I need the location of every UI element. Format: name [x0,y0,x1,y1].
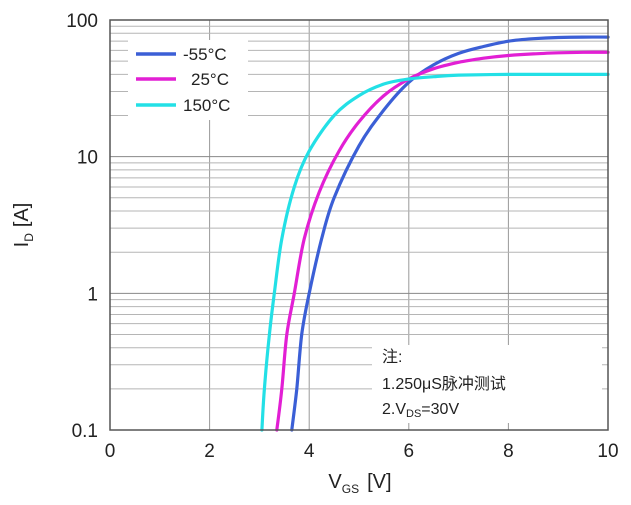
note-line-3-prefix: 2.V [382,401,406,418]
svg-text:ID[A]: ID [A] [11,203,36,248]
tick-labels: 0 2 4 6 8 10 0.1 1 10 100 [66,11,618,462]
y-axis-label-unit: [A] [11,203,33,227]
legend-label-150: 150°C [183,96,230,115]
x-tick-label: 6 [404,441,415,462]
legend-label-neg55: -55°C [183,45,227,64]
legend-label-25: 25°C [191,70,229,89]
series-line-2 [260,72,610,432]
note-line-3: 2.VDS=30V [382,401,459,420]
x-tick-label: 2 [204,441,215,462]
note-line-3-sub: DS [406,408,421,420]
y-tick-label: 100 [66,11,98,32]
grid [110,20,608,430]
note-line-3-suffix: =30V [421,401,459,418]
plot-frame [109,19,609,431]
x-tick-label: 10 [597,441,618,462]
series-line-1 [275,50,610,432]
x-tick-label: 8 [503,441,514,462]
y-tick-label: 1 [87,284,98,305]
x-axis-label: VGS [V] [328,471,391,496]
series-layer [260,35,610,432]
y-axis-label-main: I [11,242,33,248]
x-axis-label-main: V [328,471,342,493]
y-axis-label-sub: D [22,233,36,242]
note-background [372,345,602,423]
x-tick-label: 0 [105,441,116,462]
x-tick-label: 4 [304,441,315,462]
note-line-2: 1.250μS脉冲测试 [382,375,506,393]
series-line-0 [290,35,610,432]
x-axis-label-unit: [V] [367,471,391,493]
legend: -55°C 25°C 150°C [128,40,248,120]
note-line-1: 注: [382,348,402,366]
note-box: 注: 1.250μS脉冲测试 2.VDS=30V [372,345,602,423]
y-tick-label: 10 [77,148,98,169]
y-axis-label: ID [A] [11,203,36,248]
x-axis-label-sub: GS [342,482,359,496]
y-tick-label: 0.1 [72,421,98,442]
